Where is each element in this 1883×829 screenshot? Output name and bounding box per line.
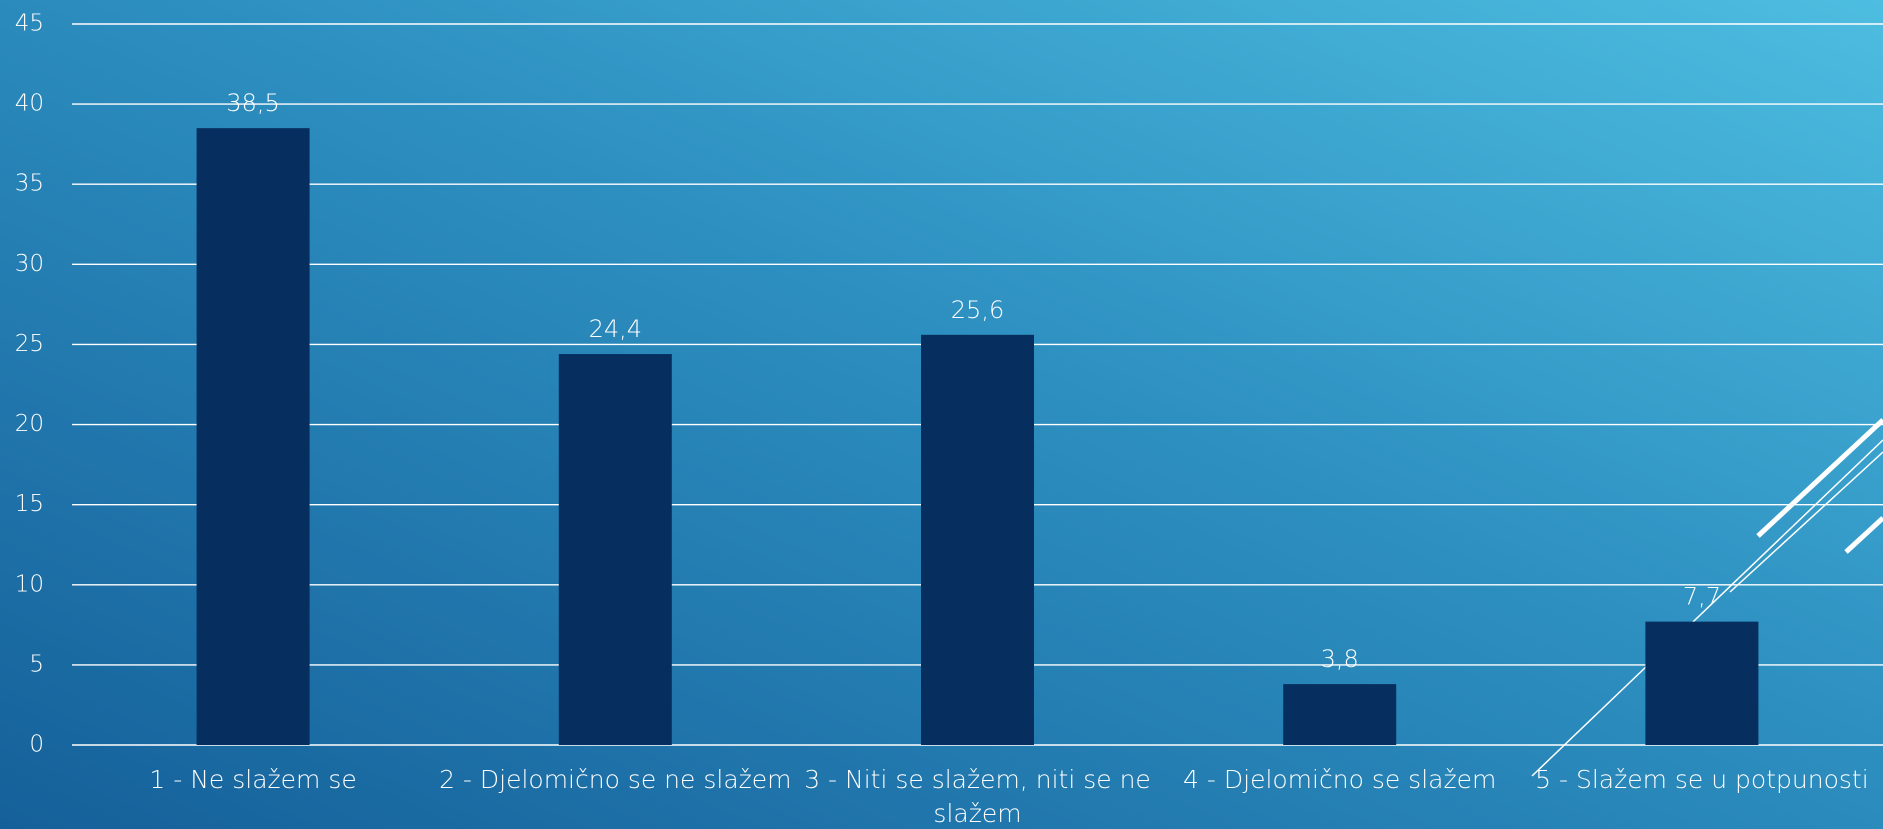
y-tick-label: 0 (29, 732, 44, 758)
y-tick-label: 45 (15, 11, 44, 37)
x-tick-label: 3 - Niti se slažem, niti se ne slažem (804, 765, 1151, 828)
plot: 0 5 10 15 20 25 30 35 40 45 1 - Ne slažem se 38,5 2 … (15, 11, 1883, 828)
deco-line (1729, 451, 1883, 593)
deco-line (1756, 418, 1883, 538)
bar (1283, 684, 1397, 745)
y-tick-label: 5 (29, 651, 44, 677)
bar (558, 354, 672, 745)
y-tick-label: 10 (15, 571, 44, 597)
y-tick-label: 25 (15, 331, 44, 357)
y-tick-label: 15 (15, 491, 44, 517)
value-label: 24,4 (589, 315, 642, 343)
x-tick-label: 5 - Slažem se u potpunosti (1535, 765, 1869, 794)
deco-line (1844, 516, 1883, 554)
value-label: 7,7 (1683, 583, 1721, 611)
y-tick-label: 20 (15, 411, 44, 437)
decoration (1531, 418, 1883, 777)
y-tick-label: 35 (15, 171, 44, 197)
bar (1645, 621, 1759, 745)
value-label: 25,6 (951, 296, 1004, 324)
x-tick-label: 4 - Djelomično se slažem (1183, 765, 1496, 794)
x-tick-label: 2 - Djelomično se ne slažem (439, 765, 791, 794)
bar (196, 128, 310, 746)
x-tick-label: 1 - Ne slažem se (149, 765, 356, 794)
bar (921, 334, 1034, 745)
value-label: 3,8 (1321, 645, 1359, 673)
y-tick-label: 30 (15, 251, 44, 277)
value-label: 38,5 (226, 89, 279, 117)
deco-line (1531, 439, 1883, 777)
y-tick-label: 40 (15, 91, 44, 117)
